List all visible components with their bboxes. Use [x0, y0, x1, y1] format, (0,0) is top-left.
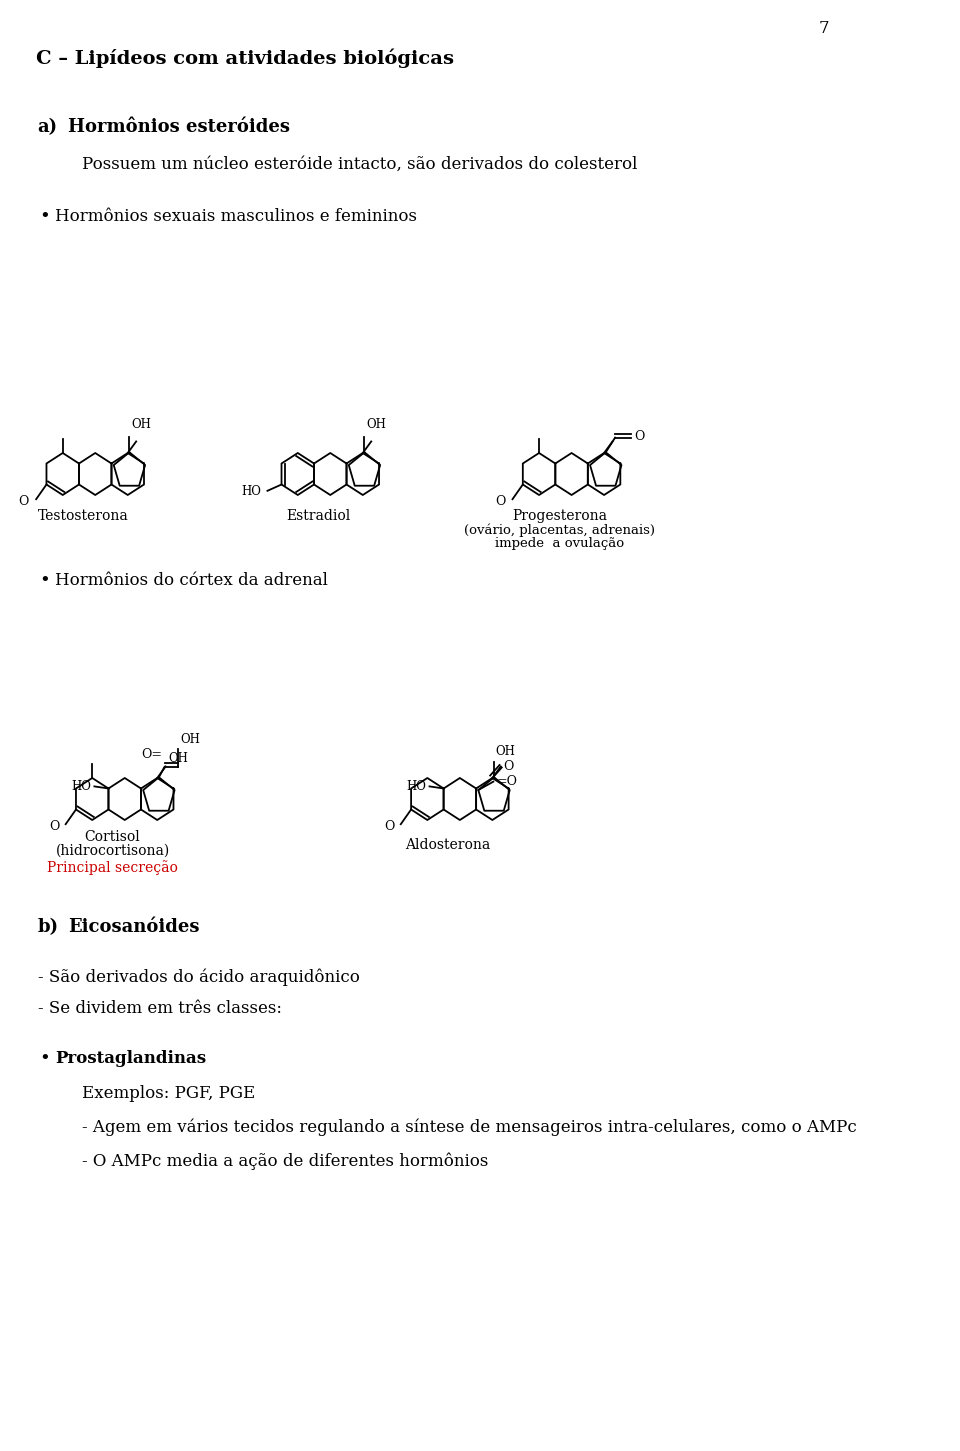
Text: Hormônios do córtex da adrenal: Hormônios do córtex da adrenal — [56, 572, 328, 589]
Text: - Se dividem em três classes:: - Se dividem em três classes: — [37, 1000, 281, 1017]
Text: •: • — [39, 207, 50, 226]
Text: Eicosanóides: Eicosanóides — [68, 918, 200, 936]
Text: OH: OH — [366, 418, 386, 431]
Text: •: • — [39, 1051, 50, 1068]
Text: - São derivados do ácido araquidônico: - São derivados do ácido araquidônico — [37, 968, 359, 985]
Text: O: O — [384, 820, 395, 833]
Text: (hidrocortisona): (hidrocortisona) — [56, 844, 170, 858]
Text: C – Lipídeos com atividades biológicas: C – Lipídeos com atividades biológicas — [36, 48, 454, 68]
Text: O: O — [635, 429, 645, 443]
Text: •: • — [39, 572, 50, 591]
Text: Exemplos: PGF, PGE: Exemplos: PGF, PGE — [83, 1085, 255, 1101]
Text: O: O — [49, 820, 60, 833]
Text: OH: OH — [495, 746, 516, 759]
Text: Hormônios esteróides: Hormônios esteróides — [68, 118, 290, 136]
Text: 7: 7 — [819, 20, 829, 36]
Text: Hormônios sexuais masculinos e femininos: Hormônios sexuais masculinos e femininos — [56, 207, 418, 225]
Text: - Agem em vários tecidos regulando a síntese de mensageiros intra-celulares, com: - Agem em vários tecidos regulando a sín… — [83, 1119, 857, 1136]
Text: HO: HO — [407, 779, 426, 792]
Text: OH: OH — [132, 418, 151, 431]
Text: a): a) — [37, 118, 58, 136]
Text: b): b) — [37, 918, 59, 936]
Text: O: O — [504, 760, 514, 773]
Text: =O: =O — [497, 775, 517, 788]
Text: OH: OH — [180, 733, 201, 746]
Text: Possuem um núcleo esteróide intacto, são derivados do colesterol: Possuem um núcleo esteróide intacto, são… — [83, 157, 637, 173]
Text: Prostaglandinas: Prostaglandinas — [56, 1051, 206, 1066]
Text: - O AMPc media a ação de diferentes hormônios: - O AMPc media a ação de diferentes horm… — [83, 1152, 489, 1170]
Text: Testosterona: Testosterona — [37, 509, 129, 522]
Text: Estradiol: Estradiol — [286, 509, 350, 522]
Text: O: O — [495, 495, 505, 508]
Text: (ovário, placentas, adrenais): (ovário, placentas, adrenais) — [464, 522, 655, 537]
Text: O=: O= — [142, 747, 163, 760]
Text: Principal secreção: Principal secreção — [47, 860, 178, 875]
Text: O: O — [18, 495, 29, 508]
Text: HO: HO — [72, 779, 91, 792]
Text: HO: HO — [241, 485, 261, 498]
Text: OH: OH — [168, 752, 188, 765]
Text: Aldosterona: Aldosterona — [405, 839, 491, 852]
Text: Cortisol: Cortisol — [84, 830, 140, 844]
Text: impede  a ovulação: impede a ovulação — [494, 537, 624, 550]
Text: Progesterona: Progesterona — [512, 509, 607, 522]
